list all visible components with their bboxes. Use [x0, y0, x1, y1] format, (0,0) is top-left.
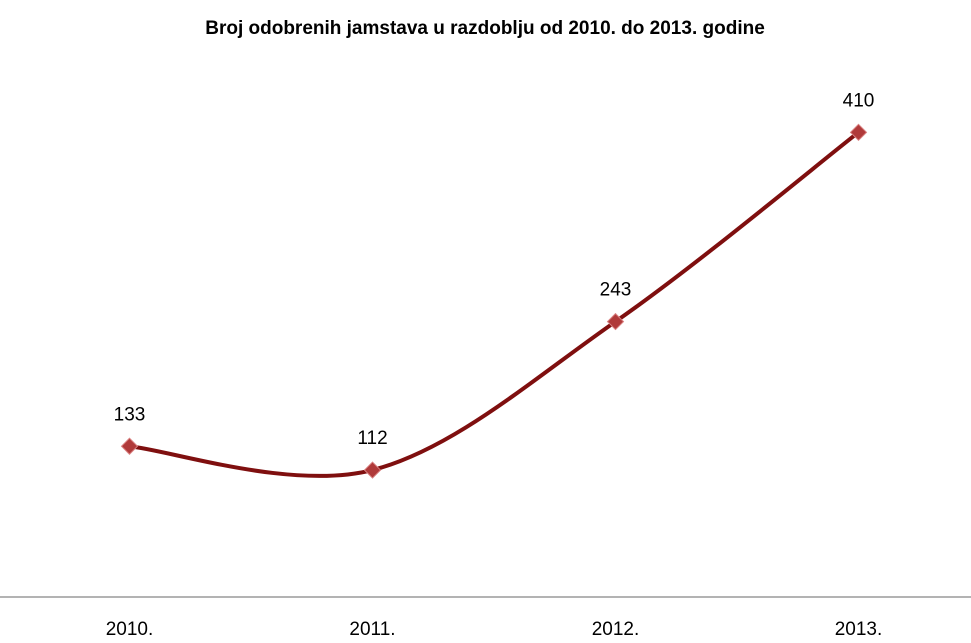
data-marker	[849, 123, 868, 142]
x-tick-label: 2013.	[835, 619, 883, 640]
data-marker	[363, 461, 382, 479]
x-tick-label: 2012.	[592, 619, 640, 640]
data-line	[129, 130, 860, 478]
data-marker	[606, 312, 625, 331]
data-label: 112	[357, 428, 387, 449]
data-label: 133	[114, 404, 146, 425]
x-tick-label: 2011.	[349, 619, 395, 640]
chart-title: Broj odobrenih jamstava u razdoblju od 2…	[205, 18, 765, 39]
data-marker	[120, 437, 139, 455]
data-label: 243	[600, 280, 632, 301]
data-label: 410	[843, 90, 875, 111]
x-tick-label: 2010.	[106, 619, 154, 640]
